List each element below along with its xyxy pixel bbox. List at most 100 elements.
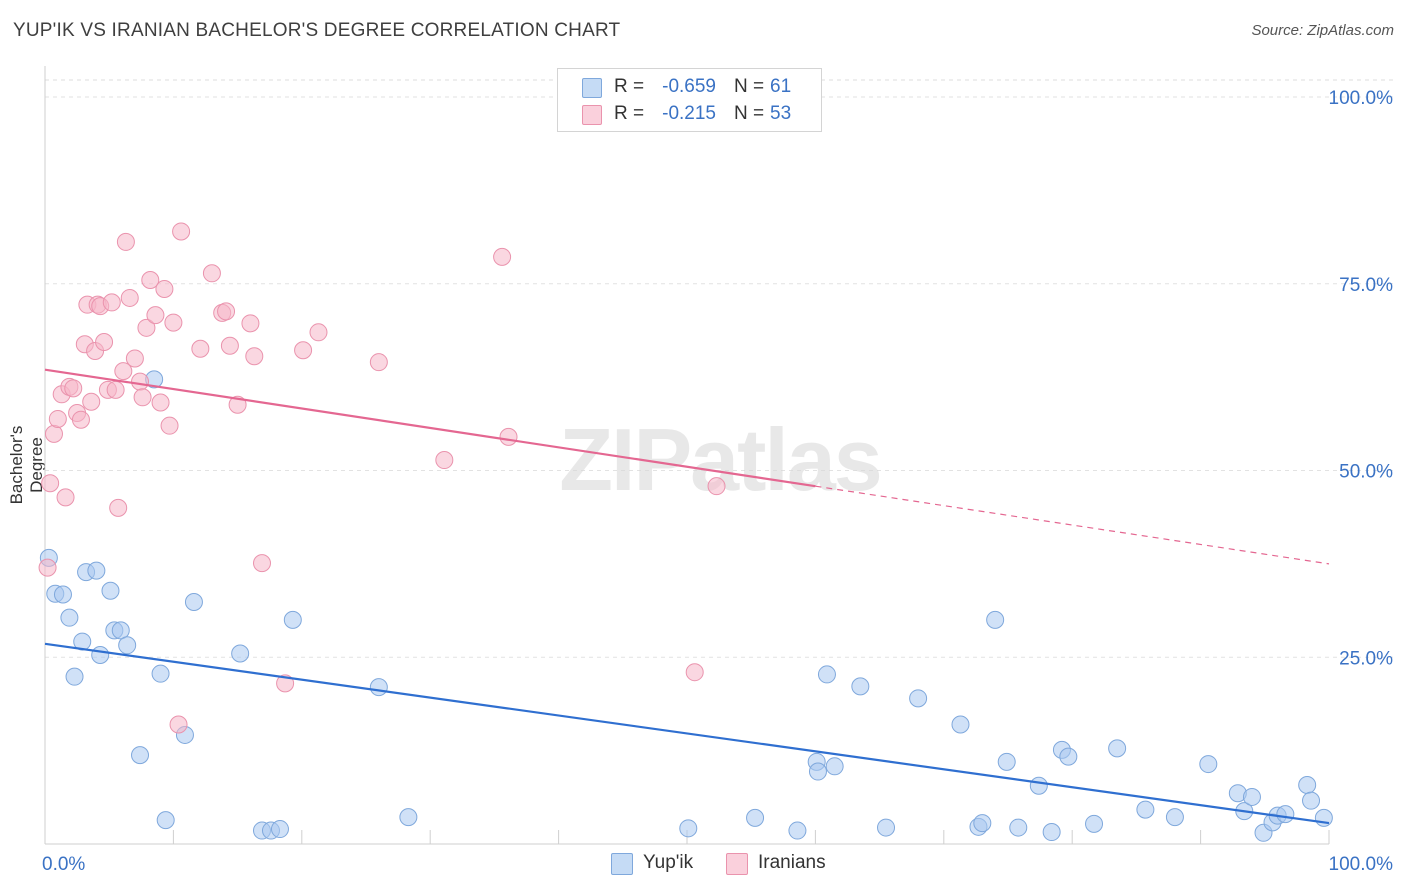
legend-n-value: 61 — [770, 76, 792, 97]
iranians-point — [106, 380, 125, 399]
yupik-point — [156, 811, 175, 830]
trend-lines — [44, 368, 1330, 825]
iranians-trend-line — [44, 368, 816, 488]
yupik-point — [679, 819, 698, 838]
iranians-point — [109, 498, 128, 517]
yupik-point — [986, 610, 1005, 629]
yupik-point — [1009, 818, 1028, 837]
iranians-point — [252, 554, 271, 573]
iranians-point — [241, 314, 260, 333]
iranians-point — [131, 372, 150, 391]
y-tick-label: 75.0% — [1339, 275, 1393, 296]
iranians-point — [146, 306, 165, 325]
gridlines — [45, 79, 1394, 658]
yupik-point — [877, 818, 896, 837]
source-label: Source: ZipAtlas.com — [1251, 22, 1394, 39]
y-tick-label: 100.0% — [1329, 88, 1394, 109]
iranians-point — [220, 336, 239, 355]
yupik-point — [87, 561, 106, 580]
chart-title: YUP'IK VS IRANIAN BACHELOR'S DEGREE CORR… — [13, 20, 621, 41]
iranians-point — [164, 313, 183, 332]
yupik-point — [1276, 805, 1295, 824]
yupik-point — [1059, 747, 1078, 766]
iranians-point — [245, 347, 264, 366]
iranians-point — [71, 410, 90, 429]
x-tick-label: 100.0% — [1329, 854, 1394, 875]
yupik-point — [399, 808, 418, 827]
yupik-point — [118, 636, 137, 655]
iranians-point — [707, 477, 726, 496]
yupik-trend-line — [44, 642, 1330, 825]
yupik-point — [808, 762, 827, 781]
iranians-point — [499, 427, 518, 446]
yupik-point — [1165, 808, 1184, 827]
axes — [44, 66, 1330, 845]
yupik-point — [788, 821, 807, 840]
yupik-point — [973, 814, 992, 833]
iranians-point — [125, 349, 144, 368]
yupik-point — [65, 667, 84, 686]
iranians-point — [48, 409, 67, 428]
yupik-point — [111, 621, 130, 640]
iranians-point — [41, 474, 60, 493]
yupik-point — [283, 610, 302, 629]
yupik-point — [91, 646, 110, 665]
yupik-point — [131, 746, 150, 765]
yupik-point — [997, 752, 1016, 771]
yupik-point — [53, 585, 72, 604]
iranians-point — [294, 341, 313, 360]
iranians-point — [141, 271, 160, 290]
legend-n-value: 53 — [770, 103, 792, 124]
yupik-point — [851, 677, 870, 696]
iranians-point — [160, 416, 179, 435]
iranians-point — [116, 232, 135, 251]
yupik-point — [817, 665, 836, 684]
iranians-point — [95, 333, 114, 352]
yupik-point — [1302, 791, 1321, 810]
yupik-point — [184, 592, 203, 611]
yupik-point — [1085, 814, 1104, 833]
iranians-point — [155, 279, 174, 298]
yupik-point — [1199, 755, 1218, 774]
legend-swatch-iranians — [582, 105, 602, 125]
legend-r-label: R = — [614, 76, 645, 97]
iranians-point — [82, 392, 101, 411]
yupik-point — [151, 664, 170, 683]
iranians-point — [276, 674, 295, 693]
series-label-iranians: Iranians — [758, 852, 826, 873]
legend-swatch-yupik — [582, 78, 602, 98]
yupik-point — [909, 689, 928, 708]
iranians-point — [685, 663, 704, 682]
yupik-point — [1298, 775, 1317, 794]
series-swatch-yupik — [611, 853, 633, 875]
yupik-point — [951, 715, 970, 734]
legend-n-label: N = — [734, 103, 765, 124]
legend-r-value: -0.215 — [662, 103, 716, 124]
iranians-point — [151, 393, 170, 412]
y-tick-label: 50.0% — [1339, 462, 1393, 483]
iranians-point — [114, 362, 133, 381]
iranians-point — [169, 715, 188, 734]
yupik-point — [101, 581, 120, 600]
iranians-point — [172, 222, 191, 241]
series-label-yupik: Yup'ik — [643, 852, 694, 873]
iranians-point — [56, 488, 75, 507]
iranians-point — [435, 451, 454, 470]
iranians-point — [120, 288, 139, 307]
iranians-point — [44, 424, 63, 443]
x-tick-label: 0.0% — [42, 854, 85, 875]
correlation-legend: R = -0.659 N = 61 R = -0.215 N = 53 — [557, 68, 822, 132]
series-swatch-iranians — [726, 853, 748, 875]
yupik-point — [746, 808, 765, 827]
yupik-point — [60, 608, 79, 627]
iranians-point — [191, 339, 210, 358]
tick-labels: 100.0% 75.0% 50.0% 25.0% 0.0% 100.0% — [42, 88, 1393, 875]
iranians-point — [369, 353, 388, 372]
iranians-point — [38, 558, 57, 577]
yupik-point — [1242, 787, 1261, 806]
iranians-point — [309, 323, 328, 342]
legend-r-value: -0.659 — [662, 76, 716, 97]
yupik-point — [825, 757, 844, 776]
yupik-point — [1314, 808, 1333, 827]
yupik-point — [1136, 800, 1155, 819]
